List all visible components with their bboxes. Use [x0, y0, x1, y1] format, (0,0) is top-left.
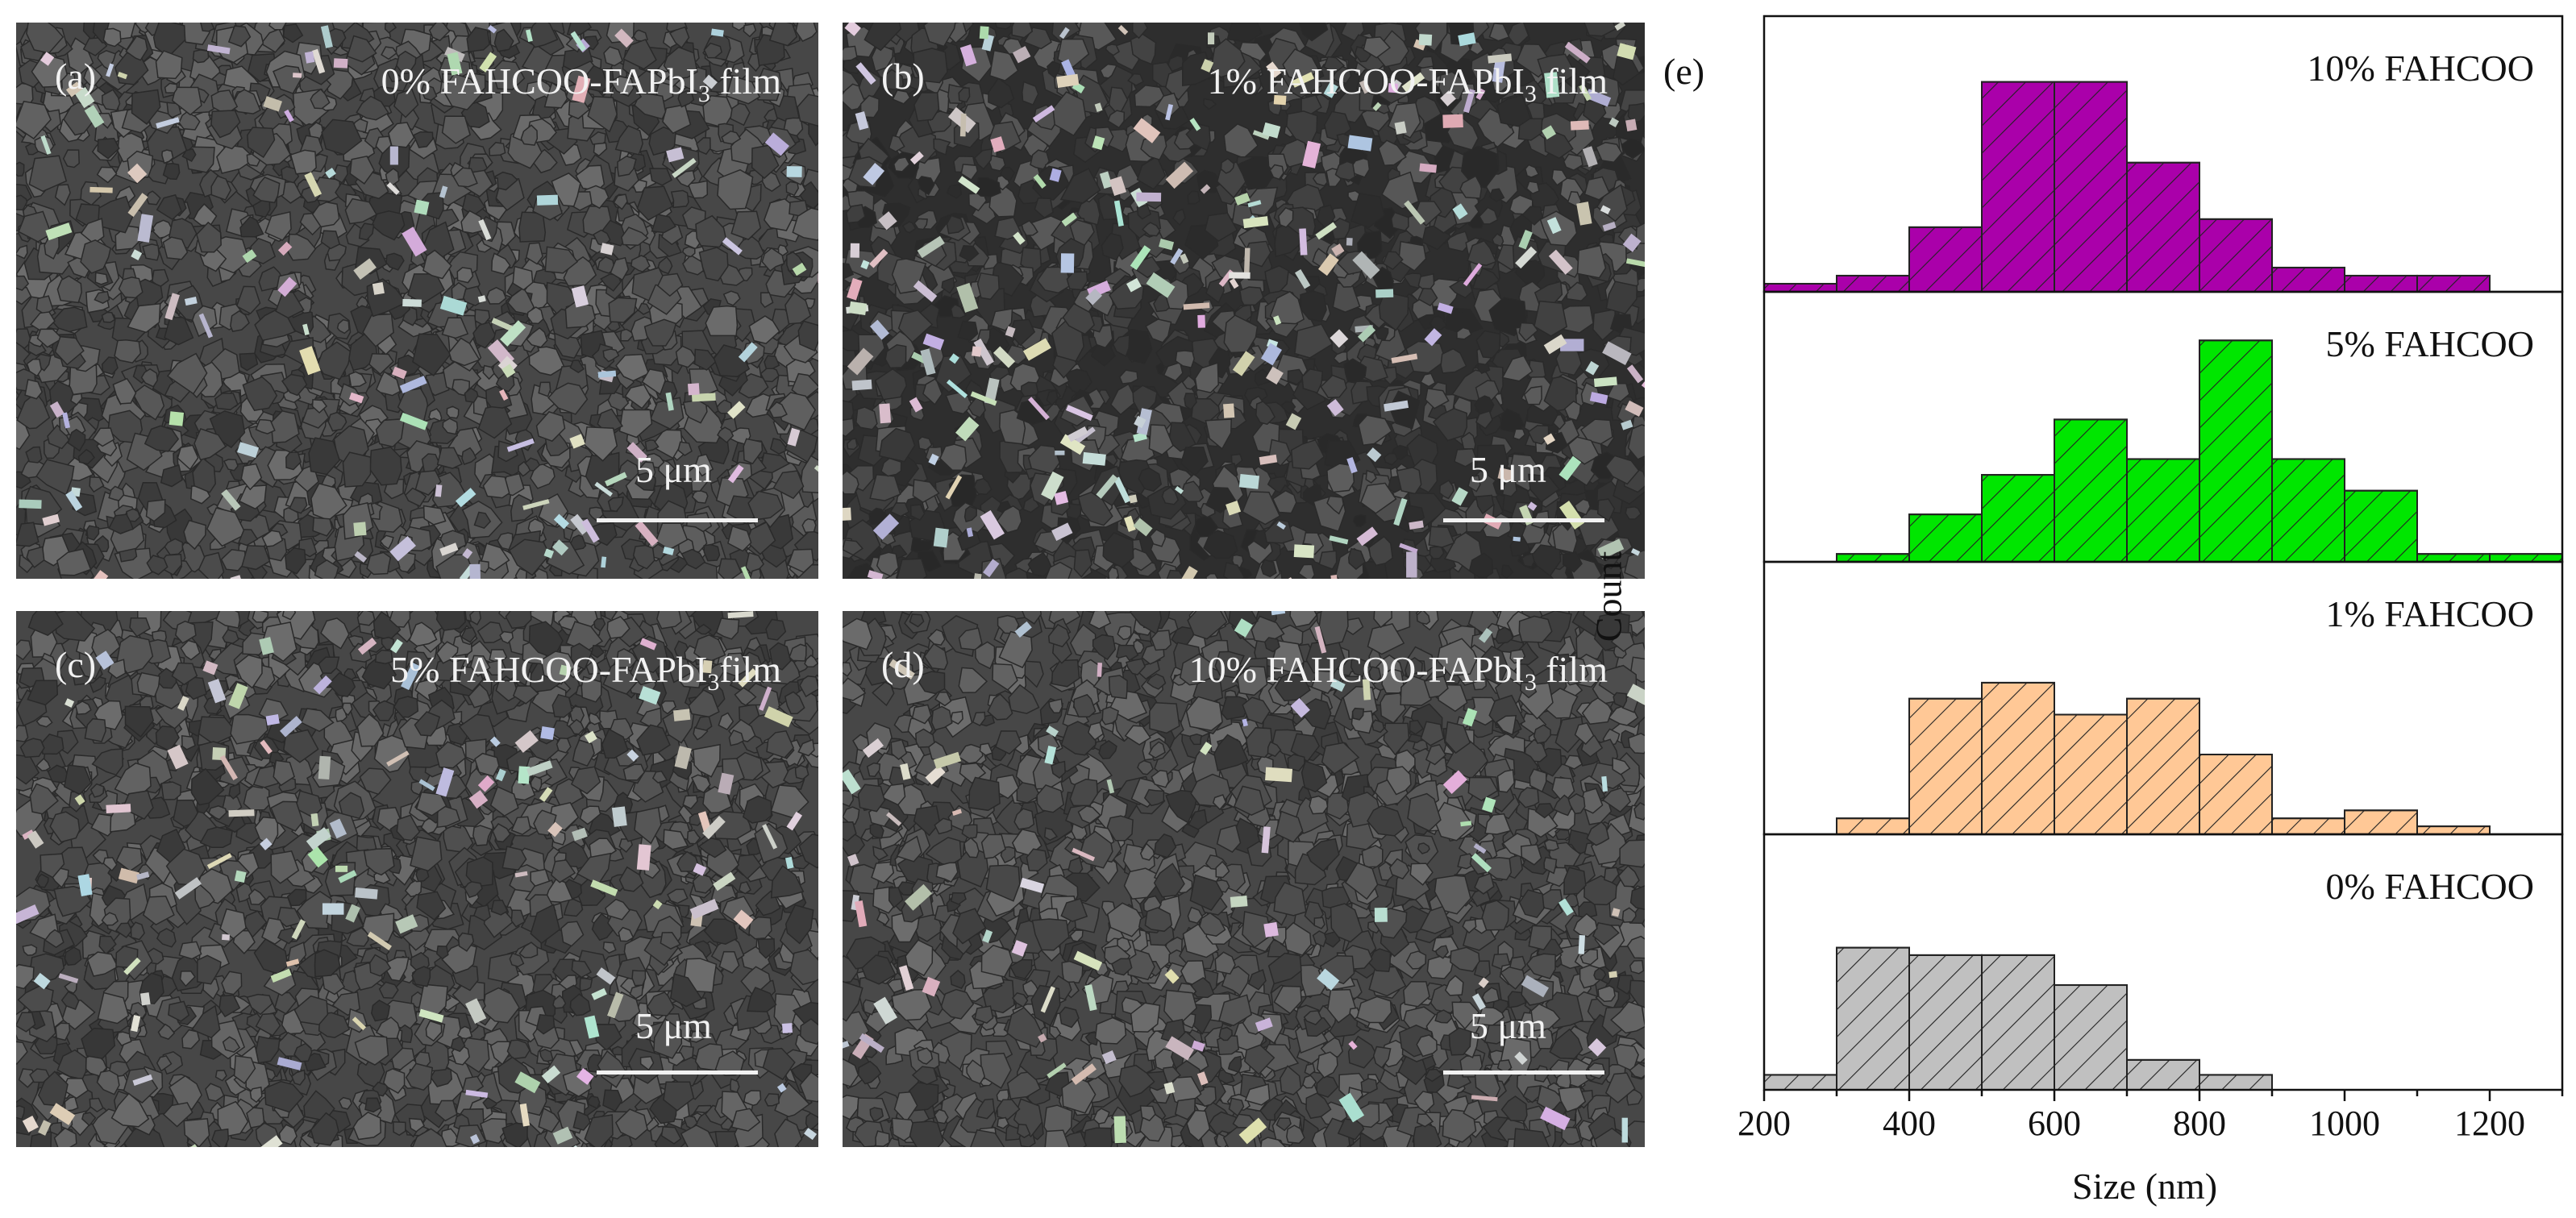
- histogram-bar: [2199, 218, 2273, 293]
- x-tick-label: 1000: [2309, 1104, 2380, 1143]
- scale-bar-a: [597, 518, 758, 522]
- scale-bar-d: [1443, 1070, 1604, 1075]
- series-label: 0% FAHCOO: [2325, 866, 2534, 907]
- histogram-bar: [1981, 474, 2055, 563]
- histogram-bar: [1763, 282, 1837, 293]
- panel-label-e: (e): [1663, 51, 1705, 92]
- sem-panel-b: (b) 1% FAHCOO-FAPbI3 film 5 μm: [843, 23, 1645, 579]
- histogram-bar: [1763, 1074, 1837, 1091]
- series-label: 10% FAHCOO: [2307, 48, 2534, 89]
- sem-image-d: [843, 611, 1645, 1147]
- series-label: 1% FAHCOO: [2325, 593, 2534, 634]
- sem-image-b: [843, 23, 1645, 579]
- scale-bar-label-b: 5 μm: [1470, 449, 1546, 490]
- histogram-bar: [2126, 1058, 2200, 1091]
- scale-bar-label-d: 5 μm: [1470, 1005, 1546, 1046]
- histogram-bar: [1836, 553, 1910, 563]
- panel-label-d: (d): [881, 644, 925, 685]
- panel-title-b: 1% FAHCOO-FAPbI3 film: [1207, 60, 1608, 108]
- histogram-bar: [2344, 489, 2418, 563]
- panel-title-d: 10% FAHCOO-FAPbI3 film: [1188, 649, 1608, 696]
- histogram-bar: [2126, 458, 2200, 563]
- histogram-bar: [1908, 513, 1983, 563]
- x-tick-label: 200: [1737, 1104, 1791, 1143]
- panel-label-c: (c): [55, 644, 97, 685]
- histogram-bar: [1981, 954, 2055, 1091]
- x-tick-label: 800: [2173, 1104, 2226, 1143]
- histogram-bar: [2199, 754, 2273, 835]
- histogram-bar: [1836, 817, 1910, 836]
- histogram-bar: [2199, 339, 2273, 563]
- histogram-bar: [2126, 697, 2200, 836]
- panel-title-a: 0% FAHCOO-FAPbI3 film: [381, 60, 781, 108]
- histogram-bar: [1836, 274, 1910, 293]
- histogram-bar: [1908, 697, 1983, 836]
- histogram-bar: [2054, 81, 2128, 293]
- histogram-subpanel-frame: [1762, 833, 2564, 1091]
- panel-label-b: (b): [881, 56, 925, 97]
- scale-bar-c: [597, 1070, 758, 1075]
- histogram-bar: [2054, 984, 2128, 1091]
- x-tick-label: 400: [1883, 1104, 1936, 1143]
- sem-panel-d: (d) 10% FAHCOO-FAPbI3 film 5 μm: [843, 611, 1645, 1147]
- series-label: 5% FAHCOO: [2325, 323, 2534, 364]
- x-tick-label: 1200: [2454, 1104, 2525, 1143]
- histogram-bar: [2271, 266, 2345, 293]
- scale-bar-b: [1443, 518, 1604, 522]
- sem-panel-a: (a) 0% FAHCOO-FAPbI3 film 5 μm: [16, 23, 818, 579]
- sem-image-c: [16, 611, 818, 1147]
- histogram-bar: [1836, 946, 1910, 1091]
- panel-label-a: (a): [55, 56, 97, 97]
- histogram-bar: [2271, 817, 2345, 836]
- x-axis-label: Size (nm): [2072, 1166, 2218, 1207]
- scale-bar-label-c: 5 μm: [635, 1005, 712, 1046]
- sem-panel-c: (c) 5% FAHCOO-FAPbI3film 5 μm: [16, 611, 818, 1147]
- sem-image-a: [16, 23, 818, 579]
- histogram-bar: [2416, 825, 2491, 836]
- histogram-bar: [1981, 681, 2055, 835]
- x-tick-label: 600: [2028, 1104, 2081, 1143]
- histogram-bar: [1908, 954, 1983, 1091]
- histogram-bar: [2271, 458, 2345, 563]
- panel-title-c: 5% FAHCOO-FAPbI3film: [390, 649, 781, 696]
- histogram-bar: [2199, 1074, 2273, 1091]
- histogram-bar: [2416, 274, 2491, 293]
- scale-bar-label-a: 5 μm: [635, 449, 712, 490]
- histogram-bar: [2054, 713, 2128, 835]
- histogram-bar: [2054, 418, 2128, 563]
- histogram-bar: [2416, 553, 2491, 563]
- histogram-bar: [2344, 274, 2418, 293]
- histogram-bar: [1981, 81, 2055, 293]
- histogram-bar: [2489, 553, 2563, 563]
- histogram-bar: [1908, 226, 1983, 293]
- histogram-bar: [2344, 809, 2418, 835]
- histogram-bar: [2126, 161, 2200, 293]
